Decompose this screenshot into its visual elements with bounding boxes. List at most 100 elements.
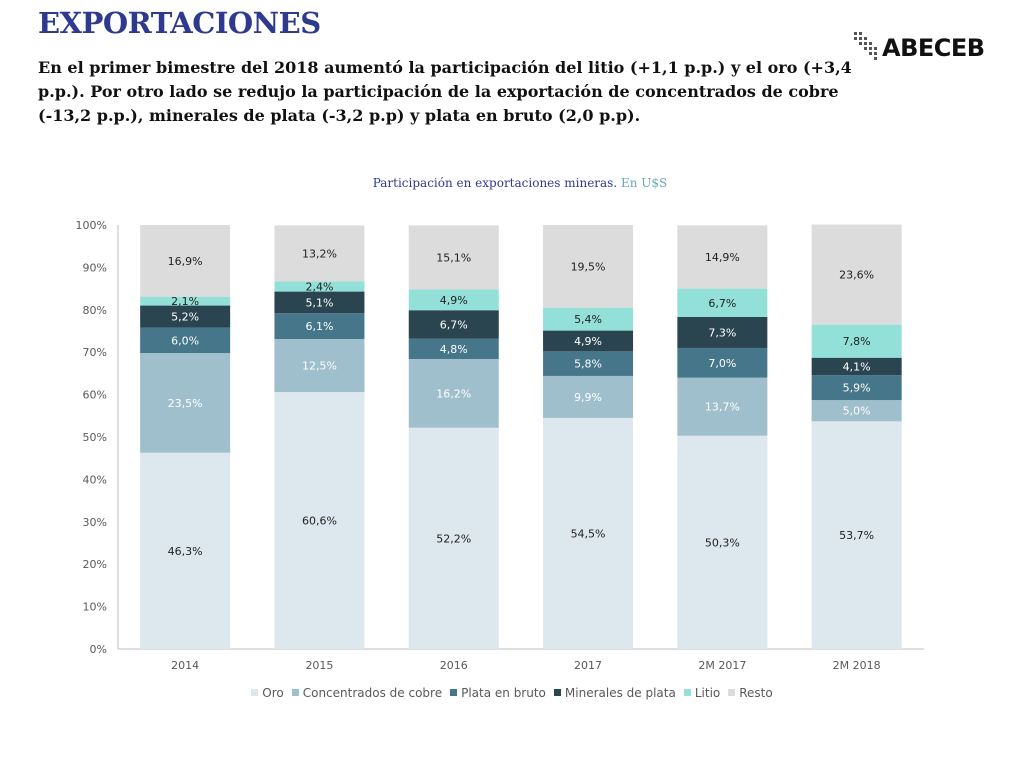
y-tick-label: 100% [76,219,107,232]
y-tick-label: 50% [83,431,107,444]
legend-item: Plata en bruto [450,686,546,700]
legend-item: Oro [251,686,284,700]
y-tick-label: 70% [83,346,107,359]
legend-item: Resto [728,686,773,700]
y-tick-label: 20% [83,558,107,571]
data-label: 52,2% [436,532,471,545]
bar-segment [543,417,634,649]
data-label: 5,0% [843,405,871,418]
abeceb-logo: ABECEB [852,30,1002,70]
bar-segment [677,435,768,649]
y-tick-label: 60% [83,389,107,402]
bar-segment [543,225,634,308]
bar-segment [811,224,902,325]
legend-label: Concentrados de cobre [302,686,443,700]
legend-label: Resto [739,686,773,700]
legend-swatch [251,689,259,696]
x-tick-label: 2M 2018 [833,659,881,672]
bar-segment [140,327,231,354]
bar-segment [140,296,231,306]
data-label: 6,0% [171,334,199,347]
legend-swatch [728,689,736,696]
bar-segment [677,225,768,289]
data-label: 6,7% [708,297,736,310]
data-label: 6,7% [440,318,468,331]
logo-map-dots-icon [854,32,877,60]
chart-legend: Oro Concentrados de cobre Plata en bruto Mi… [0,686,1024,700]
bar-segment [140,225,231,297]
legend-label: Plata en bruto [461,686,546,700]
data-label: 5,9% [843,382,871,395]
bar-segment [543,351,634,376]
legend-item: Minerales de plata [553,686,676,700]
logo-text: ABECEB [882,34,985,62]
data-label: 23,6% [839,269,874,282]
bar-segment [543,330,634,352]
data-label: 7,8% [843,335,871,348]
bar-segment [677,317,768,348]
data-label: 23,5% [168,397,203,410]
legend-swatch [553,689,561,696]
data-label: 60,6% [302,515,337,528]
x-tick-label: 2014 [171,659,199,672]
x-tick-label: 2015 [305,659,333,672]
legend-item: Litio [683,686,721,700]
y-tick-label: 0% [90,643,107,656]
data-label: 2,4% [305,280,333,293]
y-tick-label: 10% [83,601,107,614]
legend-item: Concentrados de cobre [291,686,443,700]
data-label: 2,1% [171,295,199,308]
data-label: 14,9% [705,251,740,264]
legend-swatch [683,689,691,696]
data-label: 15,1% [436,251,471,264]
data-label: 6,1% [305,320,333,333]
bar-segment [677,377,768,436]
data-label: 46,3% [168,545,203,558]
bar-segment [811,357,902,376]
bar-segment [408,225,499,290]
data-label: 7,0% [708,357,736,370]
x-tick-label: 2017 [574,659,602,672]
legend-label: Litio [694,686,721,700]
bar-segment [274,313,365,340]
bar-segment [274,281,365,292]
bar-segment [408,289,499,311]
bar-segment [811,324,902,358]
y-tick-label: 40% [83,473,107,486]
bar-segment [408,427,499,649]
bar-segment [677,347,768,378]
x-tick-label: 2M 2017 [698,659,746,672]
bar-segment [677,288,768,318]
y-tick-label: 90% [83,261,107,274]
legend-label: Oro [262,686,284,700]
data-label: 53,7% [839,529,874,542]
data-label: 16,9% [168,255,203,268]
legend-label: Minerales de plata [564,686,676,700]
page-title: EXPORTACIONES [38,6,321,40]
data-label: 50,3% [705,536,740,549]
data-label: 13,7% [705,401,740,414]
data-label: 5,2% [171,311,199,324]
data-label: 4,9% [440,294,468,307]
bar-segment [408,338,499,359]
bar-segment [408,358,499,428]
y-tick-label: 30% [83,516,107,529]
bar-segment [811,375,902,401]
legend-swatch [450,689,458,696]
bar-segment [811,400,902,422]
data-label: 9,9% [574,391,602,404]
y-tick-label: 80% [83,304,107,317]
bar-segment [274,291,365,314]
bar-segment [543,307,634,331]
data-label: 4,9% [574,335,602,348]
bar-segment [274,392,365,649]
bar-segment [140,353,231,453]
bar-segment [274,225,365,282]
chart-title-main: Participación en exportaciones mineras. [372,176,618,190]
data-label: 19,5% [571,260,606,273]
chart-title-unit: En U$S [620,176,668,190]
data-label: 54,5% [571,527,606,540]
data-label: 5,1% [305,296,333,309]
bar-segment [811,421,902,649]
